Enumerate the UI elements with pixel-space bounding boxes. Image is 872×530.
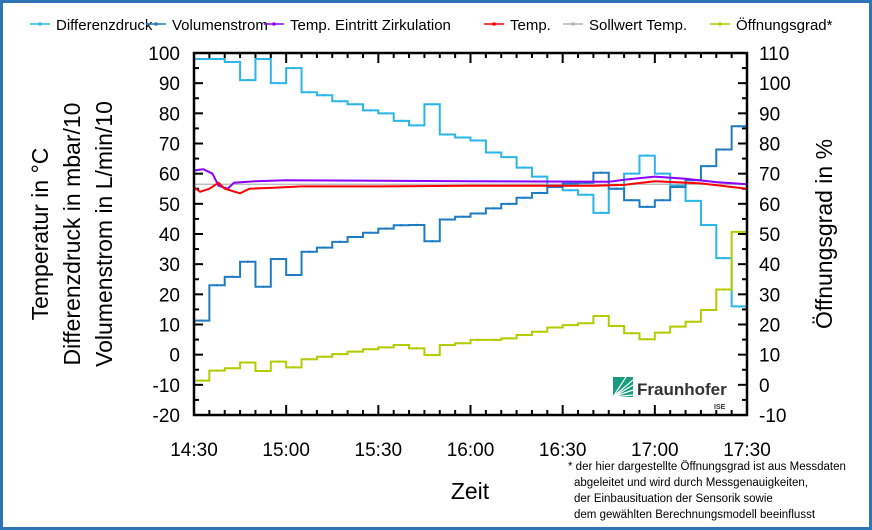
logo-rays-icon (612, 376, 634, 398)
y-tick-label-left: 20 (159, 285, 180, 306)
series-line-öffnungsgrad (194, 230, 747, 382)
legend-marker-icon (492, 22, 496, 26)
y-tick-label-right: 60 (759, 195, 780, 216)
legend-label: Differenzdruck (56, 17, 153, 34)
legend-marker-icon (571, 22, 575, 26)
y-tick-label-left: -20 (153, 406, 180, 427)
y-tick-label-left: 40 (159, 225, 180, 246)
footnote-line: * der hier dargestellte Öffnungsgrad ist… (568, 461, 846, 473)
x-tick-label: 15:30 (355, 440, 403, 461)
y-tick-label-left: 70 (159, 135, 180, 156)
footnote: * der hier dargestellte Öffnungsgrad ist… (568, 461, 846, 521)
y-tick-label-right: -10 (759, 406, 786, 427)
y-axis-title-temperature: Temperatur in °C (27, 148, 53, 321)
x-tick-label: 17:30 (723, 440, 771, 461)
y-tick-label-right: 100 (759, 74, 791, 95)
y-tick-label-left: 90 (159, 74, 180, 95)
y-tick-label-right: 110 (759, 44, 789, 65)
legend-marker-icon (718, 22, 722, 26)
series-line-temp-eintritt-zirkulation (193, 168, 748, 190)
left-axis-titles: Temperatur in °C Differenzdruck in mbar/… (27, 101, 117, 367)
y-tick-label-left: 30 (159, 255, 180, 276)
x-tick-label: 16:00 (447, 440, 495, 461)
y-axis-title-pressure: Differenzdruck in mbar/10 (59, 103, 85, 366)
x-tick-label: 15:00 (262, 440, 310, 461)
y-tick-label-left: -10 (153, 376, 180, 397)
y-tick-label-right: 40 (759, 255, 780, 276)
y-tick-label-right: 10 (759, 346, 780, 367)
x-axis-title: Zeit (451, 478, 490, 504)
y-tick-label-right: 0 (759, 376, 770, 397)
legend-label: Öffnungsgrad* (736, 16, 833, 34)
logo-text: Fraunhofer (637, 380, 727, 399)
y-tick-label-right: 80 (759, 135, 780, 156)
legend-marker-icon (38, 22, 42, 26)
y-tick-label-left: 100 (148, 44, 180, 65)
y-tick-label-right: 90 (759, 104, 780, 125)
legend-label: Temp. Eintritt Zirkulation (290, 17, 451, 34)
series-line-temp (193, 180, 748, 195)
footnote-line: der Einbausituation der Sensorik sowie (574, 493, 773, 505)
y-tick-label-left: 50 (159, 195, 180, 216)
y-axis-title-flow: Volumenstrom in L/min/10 (91, 101, 117, 367)
footnote-line: dem gewählten Berechnungsmodell beeinflu… (574, 509, 816, 521)
y-tick-label-right: 30 (759, 285, 780, 306)
y-tick-label-right: 50 (759, 225, 780, 246)
x-tick-label: 14:30 (170, 440, 218, 461)
series-line-volumenstrom (194, 125, 747, 322)
y-tick-label-left: 10 (159, 316, 180, 337)
plot-frame (192, 51, 749, 417)
series-group (193, 57, 748, 382)
legend: Differenzdruck Volumenstrom Temp. Eintritt… (30, 16, 833, 34)
legend-marker-icon (272, 22, 276, 26)
y-tick-label-right: 20 (759, 316, 780, 337)
legend-marker-icon (154, 22, 158, 26)
series-line-differenzdruck (194, 58, 747, 308)
y-axis-title-right: Öffnungsgrad in % (811, 139, 837, 329)
legend-label: Sollwert Temp. (589, 17, 687, 34)
legend-label: Temp. (510, 17, 551, 34)
axes: -20 -10 0 10 20 30 40 50 60 70 80 90 100 -10 0 10 20 30 40… (148, 44, 790, 461)
y-tick-label-left: 60 (159, 165, 180, 186)
x-tick-label: 16:30 (539, 440, 587, 461)
fraunhofer-logo: Fraunhofer ISE (612, 376, 727, 411)
y-tick-label-left: 80 (159, 104, 180, 125)
footnote-line: abgeleitet und wird durch Messgenauigkei… (574, 477, 808, 489)
x-tick-label: 17:00 (631, 440, 679, 461)
y-tick-label-left: 0 (169, 346, 180, 367)
y-tick-label-right: 70 (759, 165, 780, 186)
legend-label: Volumenstrom (172, 17, 268, 34)
logo-sub-text: ISE (714, 404, 726, 411)
